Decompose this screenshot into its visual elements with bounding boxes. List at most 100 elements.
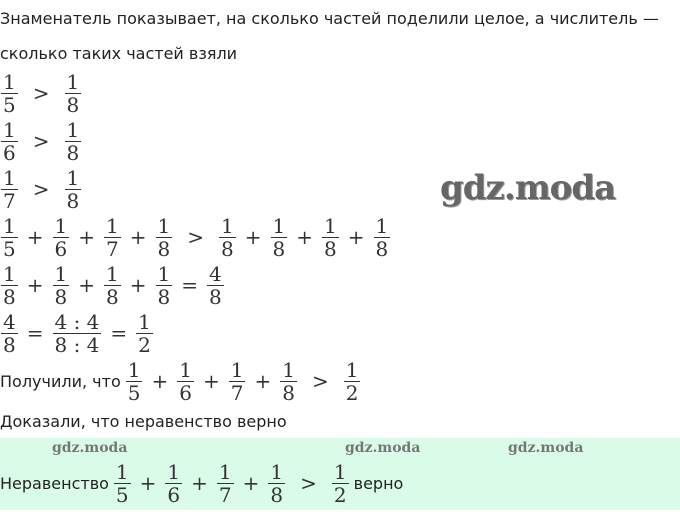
numerator: 1 [167, 459, 181, 484]
numerator: 1 [66, 117, 80, 142]
math-operator: + [242, 471, 260, 495]
math-operator: > [300, 471, 317, 495]
numerator: 1 [138, 309, 151, 334]
math-operator: > [32, 81, 50, 105]
math-operator: + [254, 369, 272, 393]
math-operator: > [32, 129, 50, 153]
denominator: 8 [221, 236, 234, 261]
math-operator: + [129, 225, 147, 249]
math-operator: + [78, 273, 95, 297]
numerator: 1 [106, 213, 119, 238]
denominator: 6 [167, 482, 181, 507]
math-line: Получили, что 1 5 +1 6 +1 7 +1 8 >1 2 [0, 358, 361, 404]
numerator: 1 [324, 213, 337, 238]
math-operator: + [244, 225, 262, 249]
fraction-bar [125, 380, 143, 382]
numerator: 1 [3, 213, 16, 238]
math-line: 1 5 >1 8 [0, 70, 82, 116]
fraction-bar [322, 236, 339, 238]
fraction-bar [136, 332, 153, 334]
fraction-bar [104, 284, 121, 286]
math-operator: + [26, 273, 44, 297]
fraction-bar [52, 332, 102, 334]
fraction-bar [207, 284, 224, 286]
math-operator: = [181, 273, 198, 297]
denominator: 5 [127, 380, 141, 405]
denominator: 8 [66, 92, 80, 117]
math-operator: + [191, 471, 208, 495]
numerator: 1 [270, 459, 284, 484]
denominator: 5 [3, 92, 16, 117]
math-operator: + [26, 225, 44, 249]
fraction-bar [373, 236, 391, 238]
numerator: 1 [106, 261, 119, 286]
denominator: 8 [375, 236, 389, 261]
math-line: 1 8 +1 8 +1 8 +1 8 = 4 8 [0, 262, 225, 308]
fraction-bar [165, 482, 183, 484]
fraction-bar [52, 236, 70, 238]
fraction-bar [1, 140, 18, 142]
math-operator: = [110, 321, 128, 345]
denominator: 8 [66, 140, 80, 165]
numerator: 1 [230, 357, 244, 382]
answer-suffix: верно [353, 473, 404, 493]
denominator: 8 : 4 [54, 332, 100, 357]
denominator: 2 [345, 380, 359, 405]
numerator: 1 [127, 357, 141, 382]
denominator: 5 [115, 482, 129, 507]
fraction-bar [219, 236, 236, 238]
fraction-bar [64, 92, 82, 94]
answer-band: gdz.moda gdz.moda gdz.moda Неравенство 1 5… [0, 438, 680, 510]
fraction-bar [155, 284, 173, 286]
math-operator: + [296, 225, 313, 249]
denominator: 8 [272, 236, 286, 261]
fraction-bar [1, 332, 18, 334]
denominator: 8 [54, 284, 68, 309]
numerator: 1 [3, 117, 16, 142]
fraction-bar [52, 284, 70, 286]
numerator: 1 [157, 213, 171, 238]
numerator: 1 [54, 213, 68, 238]
fraction-bar [113, 482, 131, 484]
denominator: 8 [66, 188, 80, 213]
numerator: 4 : 4 [54, 309, 100, 334]
math-line: 1 5 +1 6 +1 7 +1 8 >1 8 +1 8 +1 8 +1 8 [0, 214, 391, 260]
math-line: 1 6 >1 8 [0, 118, 82, 164]
fraction-bar [177, 380, 194, 382]
answer-statement: Неравенство 1 5 +1 6 +1 7 +1 8 >1 2 верно [0, 460, 407, 506]
fraction-bar [343, 380, 361, 382]
numerator: 1 [272, 213, 286, 238]
denominator: 8 [106, 284, 119, 309]
numerator: 1 [157, 261, 171, 286]
denominator: 5 [3, 236, 16, 261]
math-line: 1 7 >1 8 [0, 166, 82, 212]
fraction-bar [216, 482, 234, 484]
denominator: 2 [138, 332, 151, 357]
math-operator: = [26, 321, 44, 345]
watermark-logo: gdz.moda [345, 440, 421, 456]
denominator: 7 [230, 380, 244, 405]
denominator: 8 [209, 284, 222, 309]
fraction-bar [1, 284, 18, 286]
math-operator: + [151, 369, 169, 393]
fraction-bar [270, 236, 288, 238]
math-operator: > [187, 225, 204, 249]
fraction-bar [64, 188, 82, 190]
